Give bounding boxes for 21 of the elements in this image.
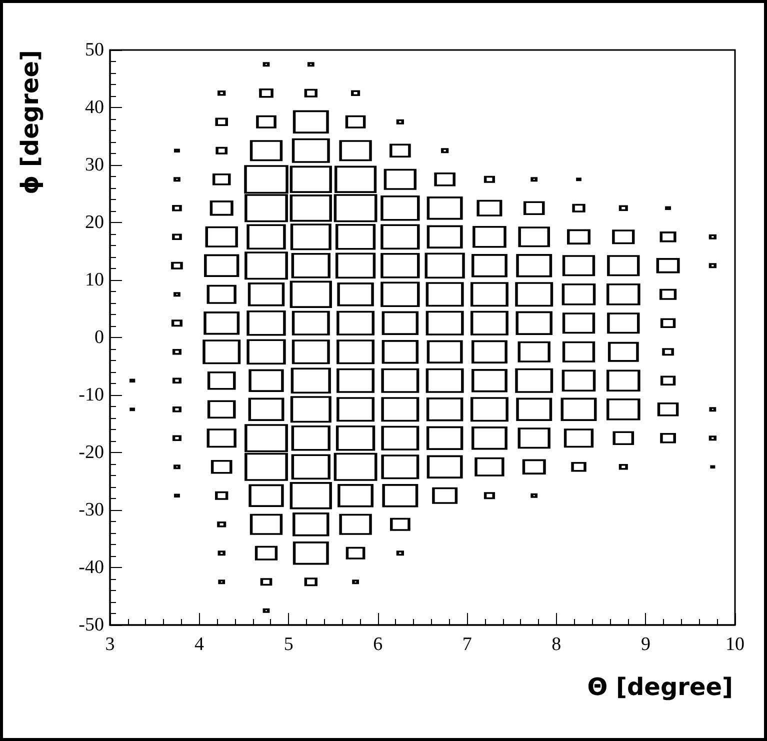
x-tick-label: 8 [552, 634, 562, 655]
x-tick-label: 3 [105, 634, 115, 655]
y-tick-label: 10 [85, 270, 104, 290]
x-tick-label: 9 [640, 634, 650, 655]
y-tick-label: 40 [85, 97, 104, 118]
x-tick-label: 10 [726, 634, 744, 655]
y-tick-label: 30 [85, 154, 104, 176]
x-tick-label: 5 [284, 634, 294, 655]
y-tick-label: -10 [78, 384, 104, 406]
x-tick-label: 6 [373, 634, 383, 655]
y-tick-label: 50 [85, 40, 104, 60]
x-tick-label: 4 [194, 634, 205, 655]
y-tick-label: -30 [78, 500, 104, 520]
y-tick-label: -20 [78, 442, 104, 463]
y-tick-label: 20 [85, 212, 104, 233]
y-tick-label: -50 [78, 614, 104, 636]
x-tick-label: 7 [462, 634, 472, 655]
y-axis-title: ϕ [degree] [16, 50, 44, 194]
y-tick-label: -40 [78, 557, 104, 578]
y-tick-label: 0 [94, 327, 104, 348]
x-axis-title: Θ [degree] [587, 673, 733, 701]
